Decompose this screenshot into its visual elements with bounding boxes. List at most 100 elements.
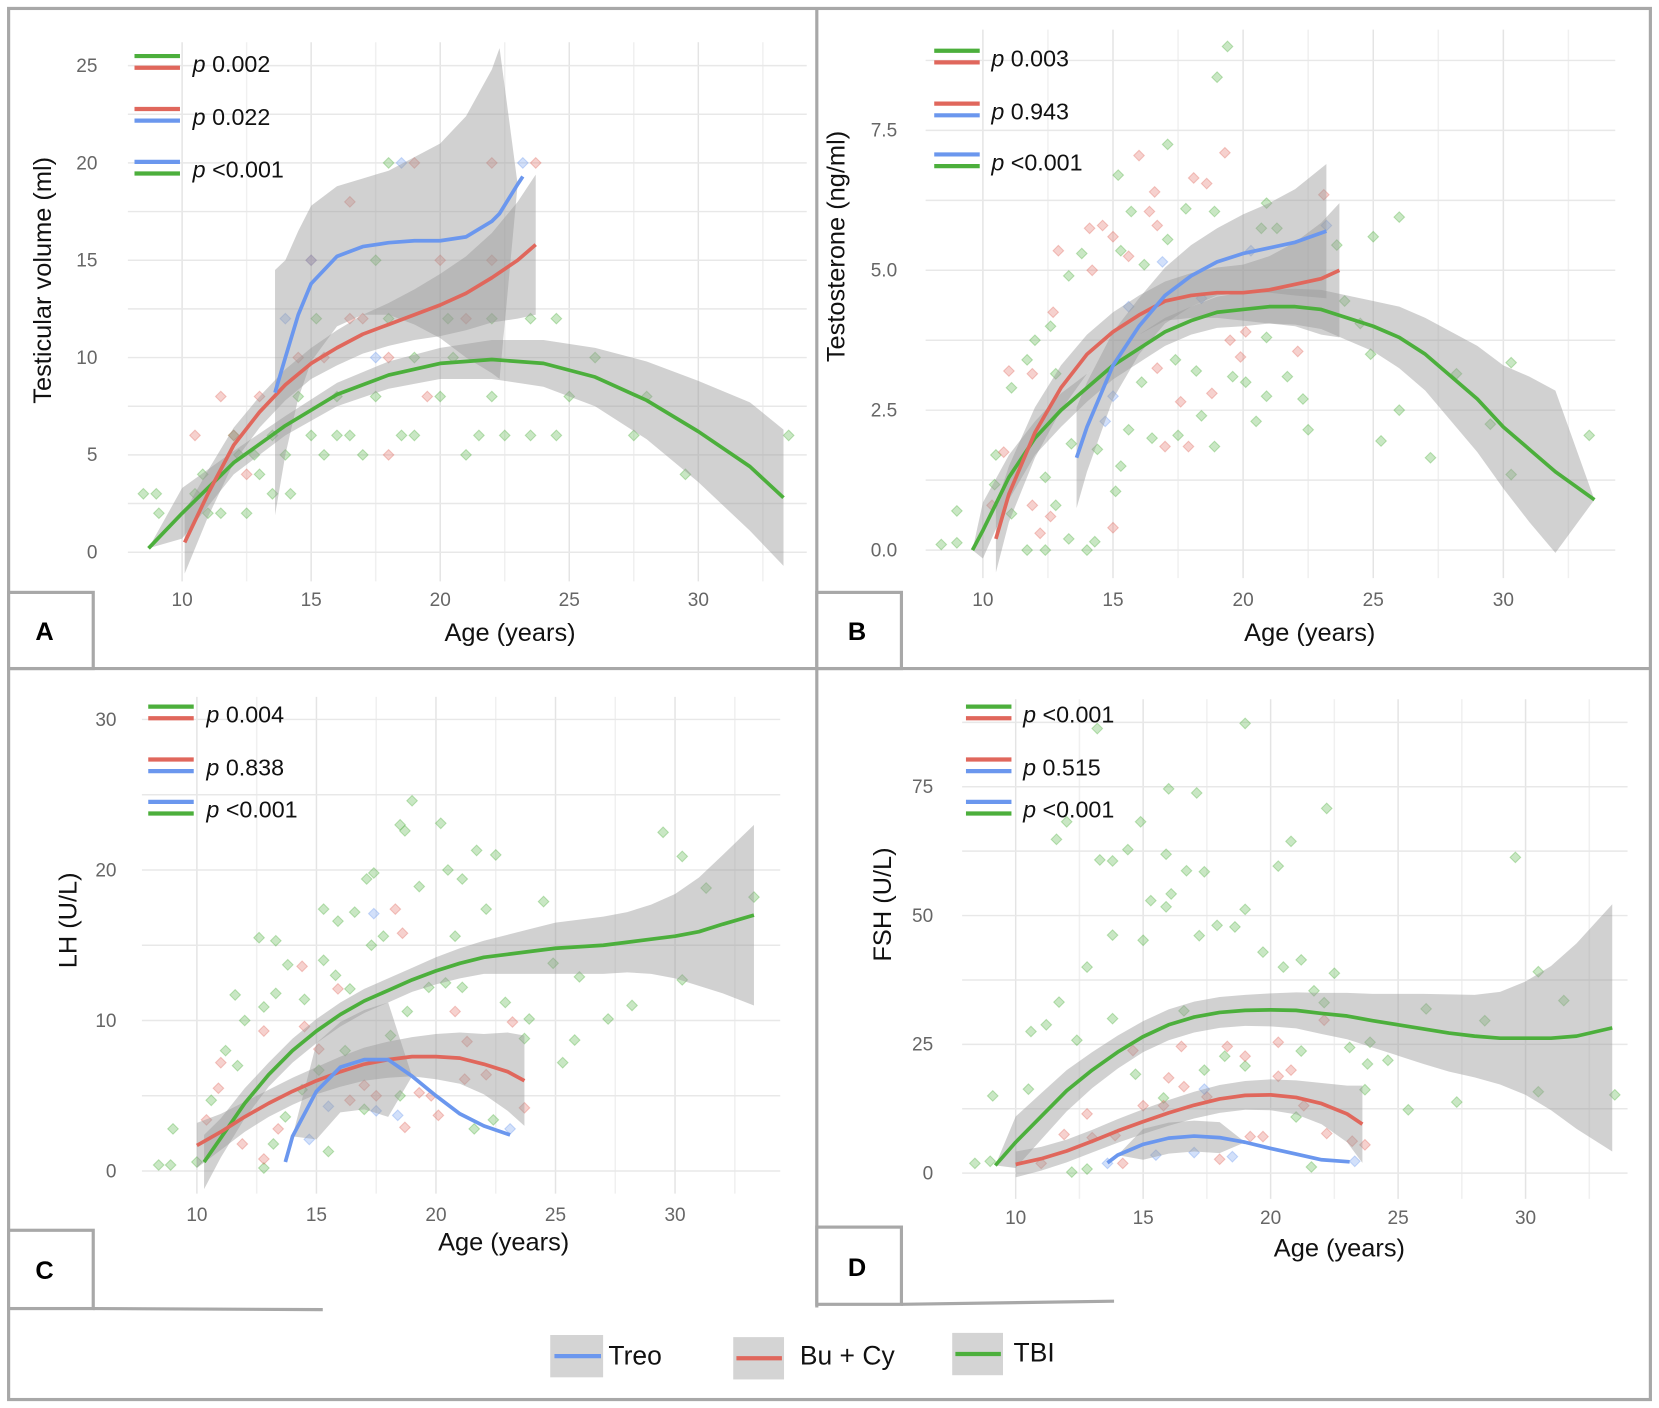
data-point-tbi: [1190, 364, 1203, 378]
chart-panel-a: 10 15 20 25 30 0 5 10 15 20 25 Age (years) Testicula…: [29, 42, 807, 647]
data-point-tbi: [1121, 843, 1134, 856]
data-point-tbi: [1532, 1085, 1545, 1098]
data-point-bucy: [1284, 1064, 1298, 1077]
y-tick-label: 5: [87, 445, 98, 466]
data-point-bucy: [1083, 222, 1096, 235]
data-point-tbi: [305, 429, 318, 442]
data-point-bucy: [396, 927, 409, 940]
data-point-tbi: [1532, 965, 1545, 978]
data-point-bucy: [1151, 219, 1164, 232]
data-point-treo: [1348, 1155, 1361, 1168]
data-point-tbi: [1583, 429, 1596, 442]
data-point-tbi: [292, 390, 305, 403]
data-point-tbi: [1277, 961, 1290, 974]
data-point-bucy: [305, 254, 318, 267]
ci-ribbon-treo: [1107, 1120, 1350, 1163]
data-point-tbi: [331, 915, 344, 928]
data-point-tbi: [627, 429, 640, 442]
pvalue-entry: p 0.022: [134, 104, 270, 130]
data-point-tbi: [547, 957, 560, 970]
p-symbol: p: [1022, 754, 1042, 780]
data-point-bucy: [1234, 350, 1247, 364]
data-point-tbi: [406, 794, 419, 807]
data-point-tbi: [573, 970, 586, 983]
data-point-tbi: [1179, 202, 1192, 215]
legend-item-tbi: TBI: [952, 1332, 1055, 1376]
data-point-tbi: [700, 882, 713, 895]
data-point-tbi: [205, 1094, 218, 1107]
data-point-tbi: [166, 1122, 180, 1135]
data-point-tbi: [1270, 222, 1283, 235]
data-point-tbi: [1070, 1034, 1083, 1047]
data-point-bucy: [434, 254, 447, 267]
data-point-tbi: [1361, 1057, 1374, 1070]
data-point-tbi: [358, 1103, 371, 1116]
data-point-tbi: [1146, 432, 1159, 445]
data-point-tbi: [266, 487, 279, 500]
data-point-bucy: [480, 1068, 493, 1081]
data-point-tbi: [1226, 370, 1239, 383]
pvalue-entry: p 0.943: [934, 99, 1069, 125]
smooth-lines: [993, 1007, 1613, 1167]
pvalue-label: <0.001: [1042, 797, 1114, 823]
data-point-bucy: [1182, 440, 1195, 453]
data-point-tbi: [1239, 903, 1252, 916]
data-point-tbi: [968, 1157, 981, 1170]
data-point-bucy: [1318, 1014, 1331, 1027]
data-point-bucy: [485, 156, 498, 169]
data-point-treo: [395, 156, 408, 169]
data-point-tbi: [1129, 1068, 1142, 1081]
data-point-bucy: [292, 351, 305, 364]
ci-ribbon-treo: [1076, 163, 1327, 509]
data-point-bucy: [296, 960, 309, 973]
ci-ribbon-tbi: [148, 340, 784, 566]
x-tick-label: 15: [306, 1205, 327, 1226]
p-symbol: p: [205, 754, 225, 780]
data-point-tbi: [164, 1158, 177, 1172]
outer-border: [7, 6, 1652, 1402]
data-point-bucy: [212, 1082, 225, 1095]
p-symbol: p: [205, 797, 225, 823]
data-point-tbi: [1022, 1083, 1035, 1096]
data-point-tbi: [312, 1064, 325, 1077]
data-point-tbi: [1161, 233, 1174, 246]
data-point-treo: [370, 1104, 383, 1117]
legend-label-treo: Treo: [608, 1341, 661, 1371]
data-point-tbi: [360, 872, 373, 886]
confidence-ribbons: [148, 48, 784, 574]
data-point-tbi: [485, 390, 498, 403]
data-point-bucy: [236, 1137, 249, 1150]
data-point-tbi: [988, 478, 1001, 491]
pvalue-entry: p 0.002: [134, 51, 270, 77]
data-point-tbi: [1260, 390, 1273, 403]
smooth-lines: [970, 229, 1596, 551]
data-point-tbi: [284, 487, 297, 500]
p-symbol: p: [990, 149, 1010, 175]
data-point-tbi: [1193, 929, 1206, 942]
data-point-tbi: [1420, 1002, 1433, 1015]
trend-line-treo: [1074, 229, 1328, 459]
data-point-bucy: [1086, 264, 1099, 277]
data-point-tbi: [1021, 353, 1034, 366]
data-point-bucy: [997, 446, 1010, 459]
data-point-tbi: [1364, 348, 1377, 361]
data-point-tbi: [563, 390, 576, 403]
pvalue-entry: p 0.515: [965, 754, 1101, 780]
data-point-tbi: [1190, 786, 1203, 799]
data-point-tbi: [499, 996, 512, 1009]
data-point-tbi: [1256, 946, 1270, 959]
x-tick-label: 20: [425, 1205, 446, 1226]
data-point-tbi: [1114, 244, 1127, 257]
data-point-tbi: [1295, 953, 1308, 966]
scatter-points: [152, 794, 760, 1175]
data-point-tbi: [935, 538, 948, 551]
data-point-tbi: [441, 312, 454, 325]
data-point-tbi: [1080, 544, 1094, 557]
data-point-bucy: [1096, 219, 1109, 232]
data-point-tbi: [434, 390, 447, 403]
data-point-tbi: [1062, 269, 1075, 282]
scatter-points: [935, 40, 1596, 557]
x-tick-label: 20: [1260, 1208, 1281, 1229]
data-point-tbi: [196, 468, 209, 481]
